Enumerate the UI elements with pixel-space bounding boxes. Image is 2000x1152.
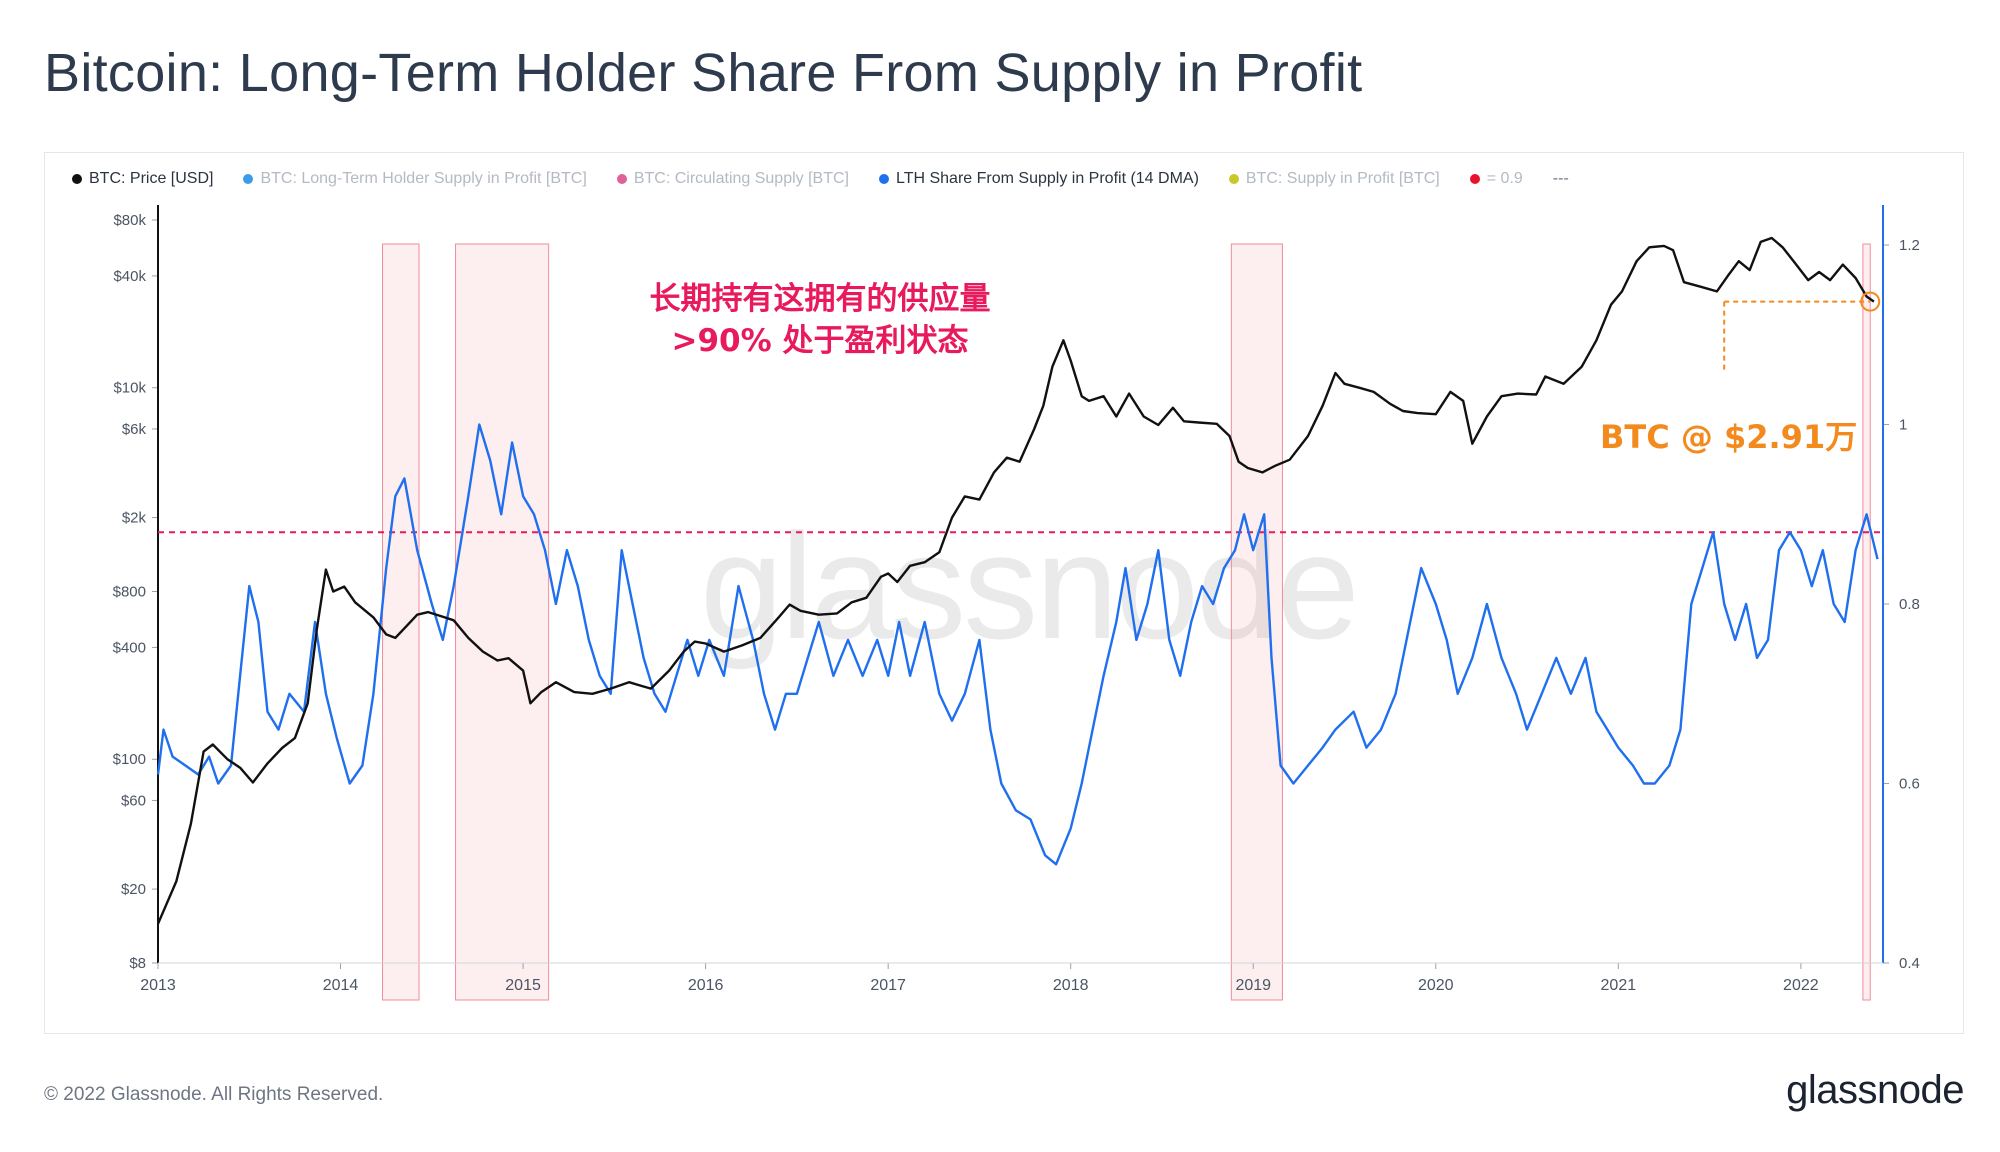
x-tick-label: 2019: [1235, 977, 1271, 994]
legend-dot-icon: [616, 174, 627, 184]
btc-price-series-line: [156, 236, 1875, 925]
legend-dot-icon: [1469, 174, 1480, 184]
left-tick-label: $2k: [122, 510, 147, 527]
highlight-period: [1862, 243, 1871, 1001]
right-axis-ticks: 0.4 0.6 0.8 1 1.2: [1883, 237, 1920, 972]
legend-label: BTC: Long-Term Holder Supply in Profit […: [260, 170, 587, 187]
left-tick-label: $8: [129, 955, 146, 972]
price-marker: [1723, 291, 1881, 372]
legend-label: BTC: Supply in Profit [BTC]: [1245, 170, 1440, 187]
left-tick-label: $10k: [113, 380, 146, 397]
legend-dot-icon: [1228, 174, 1239, 184]
page-title: Bitcoin: Long-Term Holder Share From Sup…: [44, 43, 1363, 103]
x-tick-label: 2021: [1601, 977, 1637, 994]
highlight-periods: [382, 243, 1871, 1001]
legend-label: = 0.9: [1486, 170, 1523, 187]
brand-logo: glassnode: [1786, 1068, 1964, 1112]
legend-label: BTC: Circulating Supply [BTC]: [633, 170, 849, 187]
right-tick-label: 0.8: [1899, 596, 1920, 613]
annotation-lth-profit: 长期持有这拥有的供应量 >90% 处于盈利状态: [600, 278, 1040, 362]
chart-panel: [44, 152, 1964, 1034]
x-tick-label: 2015: [505, 977, 541, 994]
x-tick-label: 2022: [1783, 977, 1819, 994]
right-tick-label: 0.6: [1899, 776, 1920, 793]
legend-item-lth-share[interactable]: LTH Share From Supply in Profit (14 DMA): [879, 170, 1199, 188]
legend-item-lth-supply-in-profit[interactable]: BTC: Long-Term Holder Supply in Profit […: [243, 170, 587, 188]
left-tick-label: $100: [113, 751, 146, 768]
highlight-period: [1230, 243, 1283, 1001]
right-tick-label: 0.4: [1899, 955, 1920, 972]
left-axis-ticks: $8 $20 $60 $100 $400 $800 $2k $6k $10k $40k $80k: [113, 212, 158, 972]
x-tick-label: 2013: [140, 977, 176, 994]
legend-item-circulating-supply[interactable]: BTC: Circulating Supply [BTC]: [616, 170, 849, 188]
legend-item-price[interactable]: BTC: Price [USD]: [72, 170, 213, 188]
price-marker-circle: [1860, 291, 1881, 312]
legend-label: LTH Share From Supply in Profit (14 DMA): [896, 170, 1199, 187]
right-tick-label: 1: [1899, 417, 1907, 434]
legend-dot-icon: [243, 174, 254, 184]
left-tick-label: $40k: [113, 268, 146, 285]
x-tick-label: 2016: [688, 977, 724, 994]
x-tick-label: 2014: [323, 977, 359, 994]
highlight-period: [455, 243, 550, 1001]
annotation-line-1: 长期持有这拥有的供应量: [649, 281, 991, 317]
legend-dot-icon: [879, 174, 889, 184]
x-tick-label: 2020: [1418, 977, 1454, 994]
legend: BTC: Price [USD] BTC: Long-Term Holder S…: [72, 166, 1569, 192]
x-axis-ticks: 2013 2014 2015 2016 2017 2018 2019 2020 2021 2022: [140, 963, 1819, 994]
left-tick-label: $80k: [113, 212, 146, 229]
left-tick-label: $400: [113, 639, 146, 656]
highlight-period: [382, 243, 420, 1001]
copyright-footer: © 2022 Glassnode. All Rights Reserved.: [44, 1084, 384, 1105]
left-tick-label: $800: [113, 584, 146, 601]
legend-dot-icon: [72, 174, 82, 184]
left-tick-label: $60: [121, 792, 146, 809]
x-tick-label: 2017: [870, 977, 906, 994]
legend-more-button[interactable]: ---: [1552, 170, 1569, 187]
legend-item-threshold[interactable]: = 0.9: [1469, 170, 1523, 188]
annotation-btc-price: BTC @ $2.91万: [1600, 418, 1858, 456]
annotation-line-2: >90% 处于盈利状态: [671, 323, 969, 359]
legend-label: BTC: Price [USD]: [89, 170, 214, 187]
legend-item-supply-in-profit[interactable]: BTC: Supply in Profit [BTC]: [1228, 170, 1440, 188]
right-tick-label: 1.2: [1899, 237, 1920, 254]
x-tick-label: 2018: [1053, 977, 1089, 994]
left-tick-label: $6k: [122, 421, 147, 438]
left-tick-label: $20: [121, 881, 146, 898]
lth-share-series-line: [156, 423, 1879, 866]
